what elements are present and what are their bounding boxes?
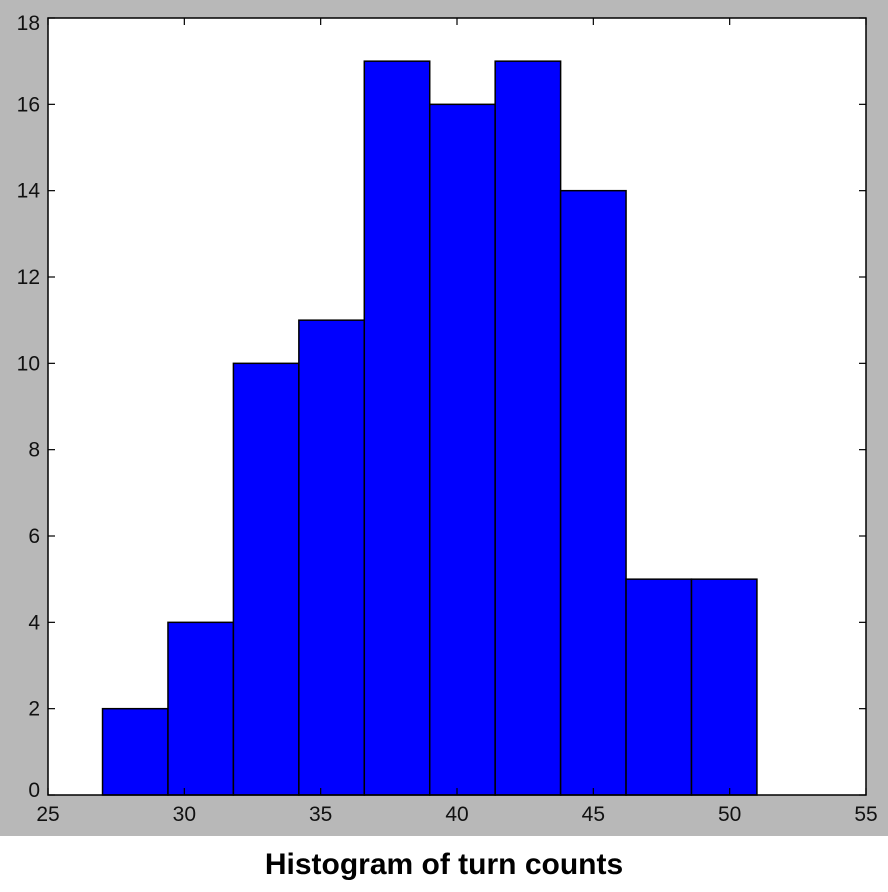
y-tick-label: 8: [28, 439, 40, 462]
bars-group: [101, 60, 758, 796]
y-tick-label: 14: [17, 180, 41, 203]
chart-figure: 25 30 35 40 45 50 55 0 2 4 6 8 10 12 14 16 18: [0, 0, 888, 836]
y-tick-label: 10: [17, 352, 40, 375]
histogram-bar: [232, 362, 300, 796]
y-tick-label: 18: [17, 12, 40, 35]
x-tick-label: 40: [445, 803, 468, 826]
histogram-bar: [559, 189, 627, 796]
y-tick-label: 16: [17, 93, 40, 116]
histogram-bar: [494, 60, 562, 796]
histogram-bar: [428, 103, 496, 796]
histogram-bar: [690, 578, 758, 796]
histogram-bar: [363, 60, 431, 796]
y-tick-label: 2: [28, 698, 40, 721]
histogram-bar: [101, 707, 169, 796]
histogram-bar: [298, 319, 366, 796]
y-tick-label: 4: [28, 611, 40, 634]
x-tick-label: 55: [854, 803, 877, 826]
y-tick-label: 0: [28, 779, 40, 802]
y-tick-label: 12: [17, 266, 40, 289]
chart-caption: Histogram of turn counts: [264, 848, 624, 881]
x-tick-label: 30: [173, 803, 196, 826]
x-tick-label: 45: [582, 803, 605, 826]
x-tick-labels: 25 30 35 40 45 50 55: [36, 803, 877, 826]
histogram-bar: [167, 621, 235, 796]
histogram-bar: [625, 578, 693, 796]
y-tick-label: 6: [28, 525, 40, 548]
histogram-chart: 25 30 35 40 45 50 55 0 2 4 6 8 10 12 14 16 18: [17, 12, 878, 826]
y-tick-labels: 0 2 4 6 8 10 12 14 16 18: [17, 12, 41, 802]
x-tick-label: 35: [309, 803, 332, 826]
x-tick-label: 25: [36, 803, 59, 826]
plot-frame: [47, 17, 867, 796]
x-tick-label: 50: [718, 803, 741, 826]
